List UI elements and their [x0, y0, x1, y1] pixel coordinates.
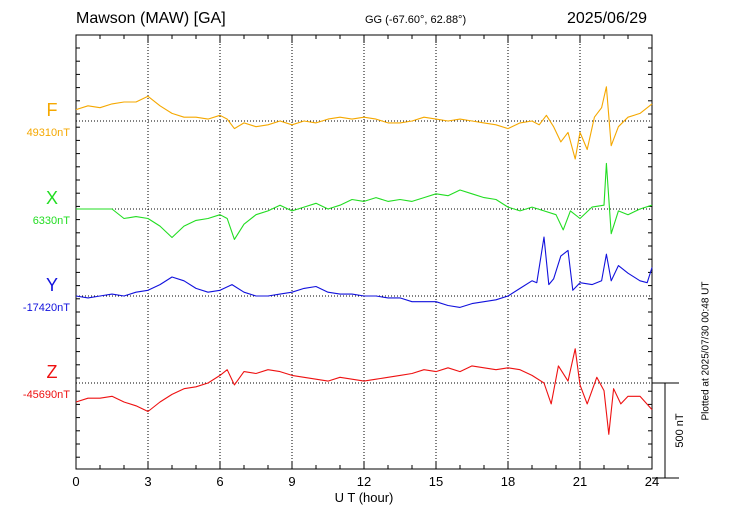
scale-bar-label: 500 nT: [674, 413, 686, 448]
baseline-label-x: 6330nT: [33, 215, 71, 227]
series-line-x: [76, 162, 653, 240]
x-tick-label: 6: [216, 474, 223, 489]
x-axis-label: U T (hour): [335, 490, 394, 505]
x-tick-label: 21: [573, 474, 587, 489]
station-title: Mawson (MAW) [GA]: [76, 10, 226, 27]
series-line-y: [75, 236, 653, 308]
x-tick-label: 18: [501, 474, 515, 489]
x-tick-label: 9: [288, 474, 295, 489]
x-tick-label: 3: [144, 474, 151, 489]
series-name-x: X: [46, 188, 58, 208]
baseline-label-f: 49310nT: [27, 127, 71, 139]
series-name-y: Y: [46, 275, 58, 295]
series-line-z: [75, 348, 653, 435]
series-name-z: Z: [47, 362, 58, 382]
baseline-label-y: -17420nT: [23, 302, 70, 314]
x-tick-label: 12: [357, 474, 371, 489]
x-tick-label: 24: [645, 474, 659, 489]
series-line-f: [75, 86, 653, 160]
baseline-label-z: -45690nT: [23, 389, 70, 401]
x-tick-label: 15: [429, 474, 443, 489]
date-label: 2025/06/29: [567, 10, 648, 27]
x-tick-label: 0: [72, 474, 79, 489]
coordinates-label: GG (-67.60°, 62.88°): [365, 14, 467, 26]
series-name-f: F: [47, 100, 58, 120]
